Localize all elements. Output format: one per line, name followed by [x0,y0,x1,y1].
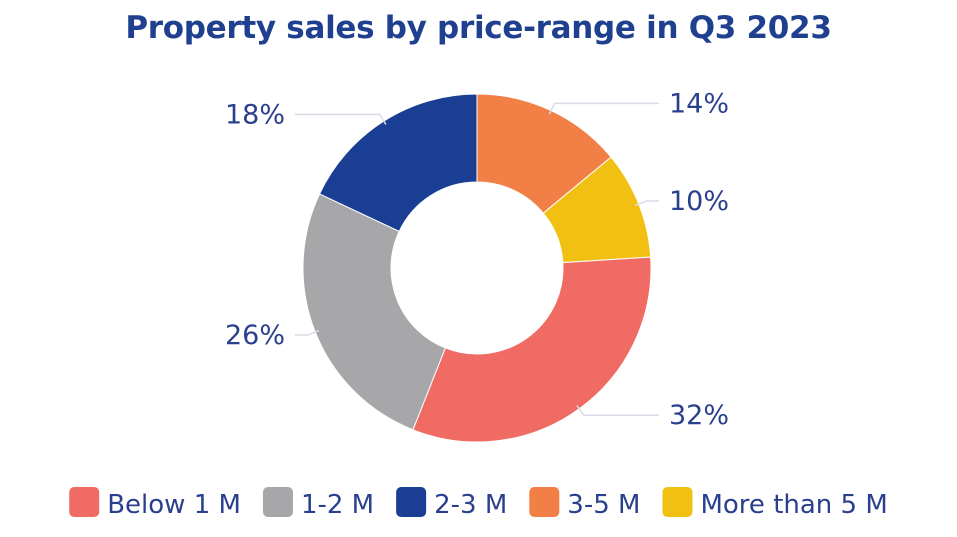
legend-swatch [262,487,293,517]
legend-label: Below 1 M [107,490,241,520]
legend-label: 3-5 M [567,490,640,520]
slice-below-1-m [412,256,652,443]
legend-swatch [69,487,100,517]
legend-item-2-3-m: 2-3 M [396,487,507,520]
slice-2-3-m [318,93,478,233]
legend-label: 2-3 M [434,490,507,520]
slice-label-1-2-m: 26% [225,320,285,351]
slice-1-2-m [302,193,446,431]
legend-item-1-2-m: 1-2 M [262,487,374,520]
legend-swatch [662,487,693,517]
slice-label-2-3-m: 18% [225,99,285,130]
chart-legend: Below 1 M 1-2 M 2-3 M 3-5 M More than 5 M [69,487,888,520]
legend-label: 1-2 M [301,490,374,520]
slice-labels: 14% 10% 32% 26% 18% [225,88,729,431]
leader-lines [295,102,659,416]
slice-label-below-1-m: 32% [669,400,729,431]
legend-item-more-than-5-m: More than 5 M [662,487,888,520]
slice-label-more-than-5-m: 10% [669,186,729,217]
legend-item-3-5-m: 3-5 M [529,487,640,520]
legend-label: More than 5 M [700,490,887,520]
legend-item-below-1-m: Below 1 M [69,487,241,520]
slice-label-3-5-m: 14% [669,88,729,119]
leader-line-3-5-m [548,102,659,115]
donut-slices [302,93,652,443]
chart-title: Property sales by price-range in Q3 2023 [125,10,832,46]
leader-line-more-than-5-m [634,200,659,207]
leader-line-below-1-m [576,405,659,416]
legend-swatch [396,487,427,517]
leader-line-1-2-m [295,329,320,336]
legend-swatch [529,487,560,517]
leader-line-2-3-m [295,113,387,125]
